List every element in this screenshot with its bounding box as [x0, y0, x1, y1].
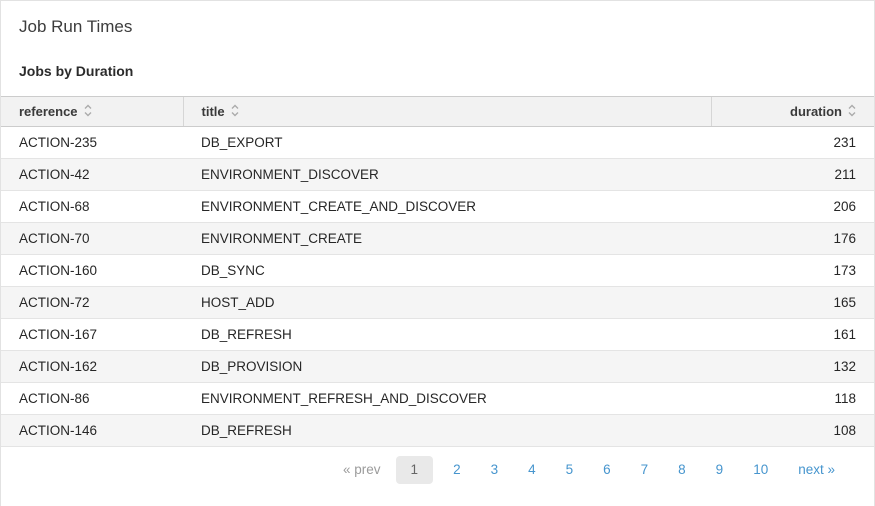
sort-updown-icon	[848, 104, 856, 120]
cell-reference: ACTION-42	[1, 158, 183, 191]
cell-duration: 165	[711, 286, 874, 319]
column-header-title[interactable]: title	[182, 96, 711, 127]
pagination-page[interactable]: 3	[490, 462, 499, 477]
cell-title: DB_EXPORT	[183, 126, 711, 159]
cell-title: DB_REFRESH	[183, 318, 711, 351]
cell-reference: ACTION-160	[1, 254, 183, 287]
cell-duration: 108	[711, 414, 874, 447]
column-header-duration[interactable]: duration	[710, 96, 874, 127]
pagination-next[interactable]: next »	[798, 462, 835, 477]
jobs-table: reference title	[1, 96, 874, 447]
cell-reference: ACTION-68	[1, 190, 183, 223]
table-row: ACTION-86 ENVIRONMENT_REFRESH_AND_DISCOV…	[1, 382, 874, 415]
column-header-reference[interactable]: reference	[1, 96, 183, 127]
table-body: ACTION-235 DB_EXPORT 231 ACTION-42 ENVIR…	[1, 126, 874, 447]
cell-title: ENVIRONMENT_DISCOVER	[183, 158, 711, 191]
cell-reference: ACTION-167	[1, 318, 183, 351]
pagination-page[interactable]: 9	[715, 462, 724, 477]
cell-reference: ACTION-235	[1, 126, 183, 159]
pagination-page-current[interactable]: 1	[395, 456, 434, 484]
table-row: ACTION-162 DB_PROVISION 132	[1, 350, 874, 383]
pagination-page[interactable]: 4	[528, 462, 536, 477]
table-row: ACTION-72 HOST_ADD 165	[1, 286, 874, 319]
table-row: ACTION-167 DB_REFRESH 161	[1, 318, 874, 351]
cell-duration: 176	[711, 222, 874, 255]
pagination-page[interactable]: 6	[603, 462, 611, 477]
pagination-prev[interactable]: « prev	[343, 462, 381, 477]
cell-title: ENVIRONMENT_CREATE_AND_DISCOVER	[183, 190, 711, 223]
table-row: ACTION-42 ENVIRONMENT_DISCOVER 211	[1, 158, 874, 191]
cell-title: ENVIRONMENT_REFRESH_AND_DISCOVER	[183, 382, 711, 415]
cell-title: DB_REFRESH	[183, 414, 711, 447]
table-row: ACTION-235 DB_EXPORT 231	[1, 126, 874, 159]
cell-reference: ACTION-162	[1, 350, 183, 383]
cell-title: DB_PROVISION	[183, 350, 711, 383]
column-header-label: duration	[790, 104, 842, 119]
column-header-label: title	[201, 104, 225, 119]
pagination-page[interactable]: 5	[565, 462, 574, 477]
cell-duration: 118	[711, 382, 874, 415]
cell-duration: 231	[711, 126, 874, 159]
widget-title: Jobs by Duration	[19, 63, 134, 79]
table-row: ACTION-70 ENVIRONMENT_CREATE 176	[1, 222, 874, 255]
table-row: ACTION-68 ENVIRONMENT_CREATE_AND_DISCOVE…	[1, 190, 874, 223]
cell-duration: 161	[711, 318, 874, 351]
cell-title: HOST_ADD	[183, 286, 711, 319]
table-row: ACTION-146 DB_REFRESH 108	[1, 414, 874, 447]
pagination-page[interactable]: 7	[640, 462, 649, 477]
table-row: ACTION-160 DB_SYNC 173	[1, 254, 874, 287]
titles-section: Job Run Times Jobs by Duration	[1, 1, 874, 80]
cell-reference: ACTION-86	[1, 382, 183, 415]
pagination-page[interactable]: 8	[678, 462, 686, 477]
cell-duration: 206	[711, 190, 874, 223]
cell-reference: ACTION-72	[1, 286, 183, 319]
cell-duration: 173	[711, 254, 874, 287]
column-header-label: reference	[19, 104, 78, 119]
cell-title: DB_SYNC	[183, 254, 711, 287]
cell-reference: ACTION-146	[1, 414, 183, 447]
table-header: reference title	[1, 96, 874, 127]
pagination-page[interactable]: 10	[753, 462, 769, 477]
pagination-page[interactable]: 2	[453, 462, 461, 477]
sort-updown-icon	[84, 104, 92, 120]
cell-duration: 211	[711, 158, 874, 191]
page-title: Job Run Times	[19, 17, 133, 36]
cell-title: ENVIRONMENT_CREATE	[183, 222, 711, 255]
cell-duration: 132	[711, 350, 874, 383]
cell-reference: ACTION-70	[1, 222, 183, 255]
pagination: « prev 1 2 3 4 5 6 7 8 9 10 next »	[1, 447, 874, 496]
sort-updown-icon	[231, 104, 239, 120]
